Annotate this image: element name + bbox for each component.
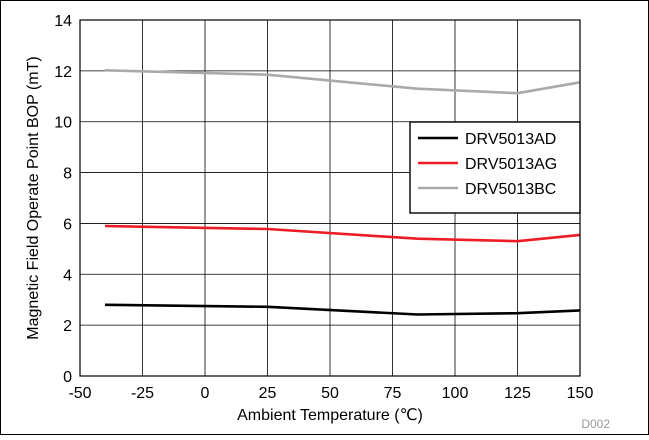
x-tick-label: 25 xyxy=(259,385,277,402)
series-line-drv5013ad xyxy=(104,303,581,316)
legend-label: DRV5013AG xyxy=(465,156,557,173)
x-tick-label: -50 xyxy=(68,385,91,402)
y-tick-label: 14 xyxy=(54,13,72,30)
x-tick-label: -25 xyxy=(131,385,154,402)
x-tick-label: 0 xyxy=(201,385,210,402)
x-axis-title: Ambient Temperature (℃) xyxy=(237,407,423,424)
legend-label: DRV5013AD xyxy=(465,131,556,148)
y-tick-label: 2 xyxy=(63,318,72,335)
legend-label: DRV5013BC xyxy=(465,181,556,198)
legend: DRV5013AD DRV5013AG DRV5013BC xyxy=(409,121,581,214)
y-tick-label: 12 xyxy=(54,64,72,81)
series-line-drv5013bc xyxy=(104,69,581,95)
x-tick-label: 100 xyxy=(442,385,469,402)
y-tick-label: 8 xyxy=(63,166,72,183)
chart-footnote: D002 xyxy=(581,417,610,431)
y-tick-label: 0 xyxy=(63,369,72,386)
y-tick-label: 10 xyxy=(54,115,72,132)
y-tick-label: 6 xyxy=(63,216,72,233)
x-tick-label: 50 xyxy=(321,385,339,402)
x-tick-label: 150 xyxy=(567,385,594,402)
y-tick-label: 4 xyxy=(63,267,72,284)
x-tick-label: 75 xyxy=(384,385,402,402)
y-axis-title: Magnetic Field Operate Point BOP (mT) xyxy=(25,56,42,339)
series-line-drv5013ag xyxy=(104,224,581,243)
x-tick-label: 125 xyxy=(504,385,531,402)
tick-labels: -50 -25 0 25 50 75 100 125 150 0 2 4 6 8 10 12 14 xyxy=(54,13,593,402)
series-layer xyxy=(104,69,581,316)
